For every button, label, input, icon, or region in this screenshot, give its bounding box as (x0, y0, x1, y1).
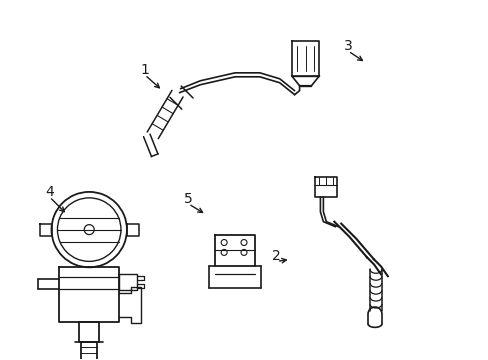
Text: 2: 2 (272, 249, 281, 264)
Text: 4: 4 (45, 185, 54, 199)
Text: 1: 1 (140, 63, 149, 77)
Text: 5: 5 (183, 192, 192, 206)
Text: 3: 3 (343, 39, 352, 53)
